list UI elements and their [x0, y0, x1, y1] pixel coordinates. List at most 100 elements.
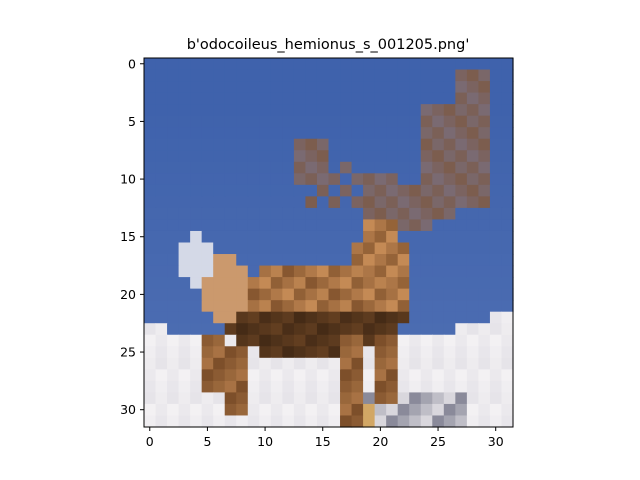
- image-pixel: [478, 104, 491, 117]
- image-pixel: [213, 323, 226, 336]
- image-pixel: [386, 403, 399, 417]
- image-pixel: [282, 127, 295, 140]
- image-pixel: [409, 254, 422, 267]
- image-pixel: [397, 81, 410, 94]
- image-pixel: [167, 58, 180, 71]
- image-pixel: [363, 369, 376, 382]
- image-pixel: [155, 288, 168, 301]
- image-pixel: [282, 115, 295, 128]
- image-pixel: [340, 392, 353, 405]
- image-pixel: [501, 161, 514, 174]
- image-pixel: [397, 161, 410, 174]
- image-pixel: [409, 92, 422, 105]
- image-pixel: [144, 161, 157, 174]
- image-pixel: [201, 207, 214, 221]
- image-pixel: [340, 346, 353, 359]
- image-pixel: [178, 161, 191, 174]
- image-pixel: [282, 311, 295, 324]
- image-pixel: [363, 81, 376, 94]
- image-pixel: [201, 242, 214, 255]
- image-pixel: [270, 230, 283, 244]
- image-pixel: [144, 380, 157, 394]
- image-pixel: [374, 334, 387, 347]
- image-pixel: [409, 415, 422, 428]
- image-pixel: [247, 357, 260, 370]
- image-pixel: [501, 357, 514, 370]
- image-pixel: [167, 138, 180, 151]
- image-pixel: [293, 415, 307, 428]
- image-pixel: [466, 138, 480, 151]
- image-pixel: [420, 242, 433, 255]
- image-pixel: [386, 288, 399, 301]
- image-pixel: [374, 207, 387, 221]
- image-pixel: [293, 300, 307, 313]
- image-pixel: [489, 357, 503, 370]
- image-pixel: [190, 277, 203, 290]
- image-pixel: [167, 346, 180, 359]
- image-pixel: [305, 277, 318, 290]
- image-pixel: [374, 357, 387, 370]
- image-pixel: [397, 196, 410, 209]
- image-pixel: [443, 196, 456, 209]
- image-pixel: [351, 265, 364, 278]
- image-pixel: [340, 277, 353, 290]
- image-pixel: [420, 173, 433, 186]
- image-pixel: [236, 150, 249, 163]
- image-pixel: [340, 300, 353, 313]
- image-pixel: [489, 346, 503, 359]
- image-pixel: [409, 392, 422, 405]
- image-pixel: [466, 58, 480, 71]
- image-pixel: [501, 219, 514, 232]
- image-pixel: [305, 288, 318, 301]
- image-pixel: [236, 311, 249, 324]
- image-pixel: [213, 334, 226, 347]
- image-pixel: [466, 242, 480, 255]
- image-pixel: [374, 415, 387, 428]
- image-pixel: [455, 69, 468, 82]
- image-pixel: [270, 403, 283, 417]
- image-pixel: [305, 346, 318, 359]
- image-pixel: [305, 92, 318, 105]
- image-pixel: [213, 173, 226, 186]
- image-pixel: [478, 138, 491, 151]
- image-pixel: [155, 207, 168, 221]
- image-pixel: [328, 115, 341, 128]
- image-pixel: [397, 277, 410, 290]
- image-pixel: [305, 254, 318, 267]
- image-pixel: [340, 173, 353, 186]
- image-pixel: [178, 92, 191, 105]
- image-pixel: [363, 219, 376, 232]
- image-pixel: [270, 300, 283, 313]
- image-pixel: [190, 265, 203, 278]
- image-pixel: [409, 403, 422, 417]
- image-pixel: [328, 58, 341, 71]
- image-pixel: [386, 277, 399, 290]
- image-pixel: [224, 265, 237, 278]
- image-pixel: [236, 288, 249, 301]
- image-pixel: [386, 346, 399, 359]
- image-pixel: [293, 369, 307, 382]
- image-pixel: [501, 196, 514, 209]
- image-pixel: [247, 242, 260, 255]
- image-pixel: [178, 311, 191, 324]
- image-pixel: [224, 415, 237, 428]
- image-pixel: [466, 184, 480, 197]
- image-pixel: [501, 415, 514, 428]
- x-tick-label: 15: [315, 434, 331, 449]
- image-pixel: [432, 254, 445, 267]
- image-pixel: [282, 392, 295, 405]
- image-pixel: [270, 81, 283, 94]
- image-pixel: [236, 392, 249, 405]
- image-pixel: [316, 219, 330, 232]
- image-pixel: [432, 104, 445, 117]
- image-pixel: [351, 92, 364, 105]
- image-pixel: [478, 58, 491, 71]
- image-pixel: [374, 69, 387, 82]
- image-pixel: [478, 265, 491, 278]
- image-pixel: [293, 161, 307, 174]
- image-pixel: [489, 207, 503, 221]
- image-pixel: [501, 392, 514, 405]
- image-pixel: [155, 104, 168, 117]
- image-pixel: [340, 138, 353, 151]
- image-pixel: [489, 311, 503, 324]
